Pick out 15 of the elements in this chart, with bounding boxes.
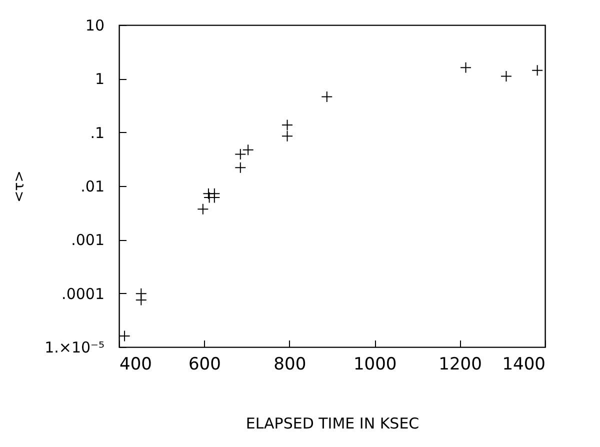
x-axis-title: ELAPSED TIME IN KSEC [246, 414, 420, 432]
x-tick-label: 800 [274, 354, 306, 374]
x-tick-label: 600 [188, 354, 221, 374]
y-tick-label: 1 [94, 70, 104, 88]
y-tick-label: 1.×10⁻⁵ [44, 338, 104, 356]
y-tick-label: .0001 [62, 284, 104, 303]
x-tick-label: 1000 [353, 354, 397, 374]
x-tick-label: 400 [120, 354, 152, 374]
y-tick-label: .001 [71, 231, 104, 250]
y-axis-title: <τ> [12, 170, 28, 202]
x-tick-label: 1400 [502, 354, 546, 374]
x-tick-label: 1200 [438, 354, 482, 374]
y-tick-label: 10 [85, 16, 104, 34]
y-tick-label: .01 [80, 178, 104, 196]
y-tick-label: .1 [90, 124, 104, 142]
